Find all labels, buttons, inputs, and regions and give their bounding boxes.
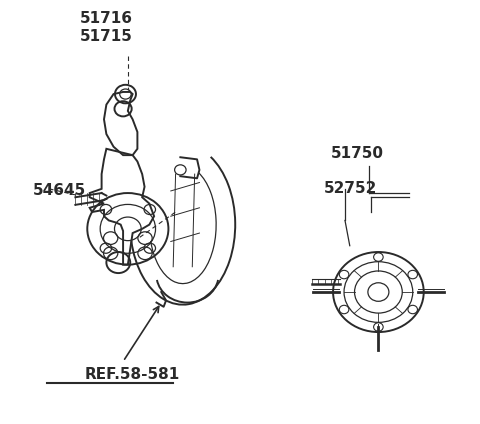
Text: 51750: 51750 bbox=[330, 146, 384, 162]
Text: REF.58-581: REF.58-581 bbox=[85, 367, 180, 382]
Text: 51716
51715: 51716 51715 bbox=[80, 11, 133, 44]
Text: 54645: 54645 bbox=[33, 184, 85, 198]
Text: 52752: 52752 bbox=[324, 181, 377, 196]
